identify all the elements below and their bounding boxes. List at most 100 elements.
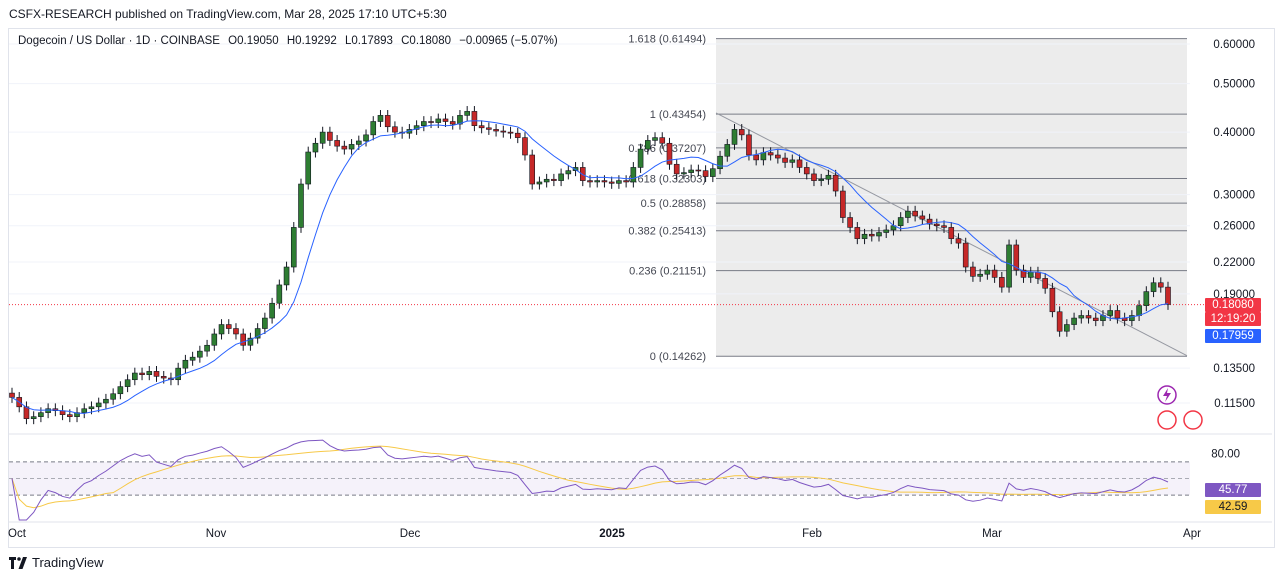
candle-body bbox=[999, 277, 1005, 288]
candle-body bbox=[616, 180, 622, 184]
candle-body bbox=[233, 328, 239, 335]
price-tick-5: 0.22000 bbox=[1213, 257, 1255, 269]
candle-body bbox=[464, 111, 470, 116]
price-tick-8: 0.11500 bbox=[1214, 398, 1255, 410]
candle-body bbox=[912, 210, 918, 217]
candle-9 bbox=[74, 407, 80, 423]
candle-body bbox=[1129, 315, 1135, 321]
fib-label-7: 0 (0.14262) bbox=[650, 351, 706, 363]
candle-47 bbox=[348, 139, 355, 155]
candle-body bbox=[1013, 244, 1020, 271]
candle-body bbox=[941, 225, 947, 228]
candle-144 bbox=[1049, 282, 1056, 318]
candle-44 bbox=[327, 126, 333, 146]
candle-84 bbox=[616, 175, 622, 189]
candle-body bbox=[341, 145, 348, 150]
candle-body bbox=[543, 178, 550, 183]
candle-body bbox=[1136, 305, 1142, 316]
candle-134 bbox=[977, 268, 983, 282]
candle-body bbox=[160, 376, 167, 379]
candle-29 bbox=[218, 319, 225, 340]
candle-body bbox=[276, 284, 283, 304]
fib-label-5: 0.382 (0.25413) bbox=[628, 226, 706, 238]
candle-127 bbox=[926, 213, 933, 230]
candle-body bbox=[861, 233, 868, 239]
candle-133 bbox=[970, 261, 976, 282]
candle-body bbox=[746, 134, 752, 156]
candle-body bbox=[1157, 282, 1164, 288]
candle-31 bbox=[233, 323, 239, 340]
candle-body bbox=[811, 173, 817, 181]
moving-average-line bbox=[11, 120, 1169, 414]
fib-zone bbox=[716, 38, 1187, 357]
candle-body bbox=[789, 159, 796, 163]
candle-body bbox=[970, 266, 976, 277]
candle-body bbox=[948, 227, 955, 239]
candle-body bbox=[905, 210, 911, 218]
candle-body bbox=[312, 142, 319, 153]
candle-body bbox=[522, 137, 528, 156]
candle-155 bbox=[1129, 310, 1135, 327]
symbol-name[interactable]: Dogecoin / US Dollar · 1D · COINBASE bbox=[18, 35, 220, 47]
candle-91 bbox=[666, 137, 673, 170]
candle-body bbox=[449, 121, 456, 125]
candle-28 bbox=[211, 328, 218, 351]
candle-body bbox=[1027, 271, 1034, 278]
candle-body bbox=[9, 392, 15, 398]
price-tick-0: 0.60000 bbox=[1213, 39, 1255, 51]
time-tick-6: Apr bbox=[1183, 528, 1201, 540]
candle-body bbox=[124, 379, 131, 387]
candle-67 bbox=[493, 124, 499, 137]
candle-body bbox=[551, 178, 557, 181]
candle-107 bbox=[782, 152, 788, 168]
candle-25 bbox=[189, 351, 196, 366]
candle-body bbox=[630, 167, 637, 183]
candle-body bbox=[897, 217, 904, 227]
time-tick-2: Dec bbox=[400, 528, 421, 540]
candle-body bbox=[189, 356, 196, 361]
candle-body bbox=[536, 181, 543, 185]
candle-136 bbox=[991, 264, 998, 283]
candle-15 bbox=[117, 381, 124, 400]
candle-132 bbox=[962, 237, 969, 273]
candle-109 bbox=[796, 154, 803, 173]
candle-body bbox=[319, 131, 326, 144]
candle-body bbox=[637, 148, 644, 168]
open-value: O0.19050 bbox=[228, 35, 279, 47]
candle-body bbox=[608, 181, 615, 184]
candle-body bbox=[269, 302, 275, 319]
candle-30 bbox=[225, 319, 232, 335]
candle-body bbox=[1035, 271, 1041, 279]
candle-158 bbox=[1150, 277, 1157, 298]
candle-58 bbox=[428, 116, 434, 129]
candle-body bbox=[847, 217, 853, 228]
candle-39 bbox=[290, 222, 297, 273]
candle-body bbox=[767, 152, 774, 156]
price-tick-7: 0.13500 bbox=[1213, 363, 1255, 375]
last-price-badge: 0.18080 bbox=[1205, 298, 1261, 312]
candle-95 bbox=[695, 164, 702, 177]
candle-150 bbox=[1092, 312, 1099, 327]
candle-body bbox=[103, 398, 109, 404]
candle-body bbox=[587, 180, 593, 183]
us-flag-icon-2 bbox=[1183, 410, 1203, 430]
candle-147 bbox=[1071, 312, 1077, 331]
candle-body bbox=[760, 152, 767, 161]
candle-106 bbox=[775, 149, 781, 164]
candle-body bbox=[30, 416, 37, 419]
lightning-icon bbox=[1157, 385, 1177, 405]
candle-88 bbox=[644, 135, 651, 155]
candle-46 bbox=[341, 140, 348, 155]
candle-body bbox=[67, 414, 73, 417]
candle-128 bbox=[933, 218, 940, 232]
candle-body bbox=[478, 125, 485, 129]
candle-137 bbox=[999, 272, 1005, 293]
candle-72 bbox=[529, 149, 536, 190]
chart-frame[interactable] bbox=[8, 28, 1275, 548]
candle-body bbox=[695, 169, 702, 172]
candle-17 bbox=[132, 367, 138, 386]
fib-label-4: 0.5 (0.28858) bbox=[641, 198, 706, 210]
candle-101 bbox=[738, 124, 745, 141]
rsi-ma-value-badge: 42.59 bbox=[1205, 500, 1261, 514]
